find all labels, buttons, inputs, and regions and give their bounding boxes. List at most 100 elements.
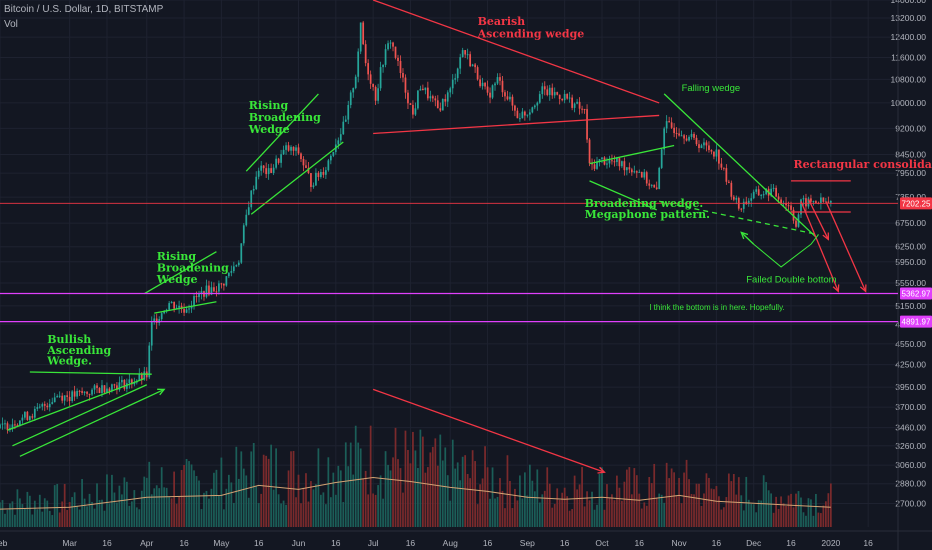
candle-body bbox=[208, 285, 210, 295]
volume-bar bbox=[140, 490, 143, 527]
candle-body bbox=[235, 265, 238, 267]
volume-bar bbox=[802, 512, 805, 527]
volume-bar bbox=[827, 493, 830, 527]
candle-body bbox=[282, 149, 285, 155]
candle-body bbox=[633, 171, 636, 173]
volume-bar bbox=[653, 463, 656, 527]
candle-body bbox=[727, 181, 730, 183]
x-tick-label: 16 bbox=[331, 538, 341, 548]
candle-body bbox=[290, 146, 292, 151]
volume-bar bbox=[444, 447, 447, 527]
candle-body bbox=[16, 424, 19, 426]
y-tick-label: 12400.00 bbox=[891, 32, 927, 42]
price-label: 7202.25 bbox=[902, 199, 931, 208]
candle-body bbox=[86, 391, 88, 394]
candle-body bbox=[205, 285, 208, 297]
volume-bar bbox=[242, 468, 245, 527]
volume-bar bbox=[812, 515, 815, 527]
volume-bar bbox=[414, 450, 417, 527]
volume-bar bbox=[516, 500, 519, 527]
volume-bar bbox=[635, 475, 638, 527]
candle-body bbox=[812, 201, 815, 203]
volume-bar bbox=[260, 493, 263, 527]
candle-body bbox=[578, 101, 581, 109]
candle-body bbox=[546, 89, 549, 95]
candle-body bbox=[327, 160, 330, 171]
volume-bar bbox=[800, 497, 802, 527]
volume-bar bbox=[543, 490, 546, 527]
volume-bar bbox=[563, 487, 566, 527]
x-tick-label: 16 bbox=[560, 538, 570, 548]
volume-bar bbox=[621, 500, 623, 527]
volume-bar bbox=[235, 446, 238, 527]
volume-bar bbox=[123, 477, 126, 527]
candle-body bbox=[372, 83, 375, 87]
volume-bar bbox=[419, 429, 422, 527]
volume-bar bbox=[541, 494, 544, 527]
candle-body bbox=[695, 137, 698, 145]
candle-body bbox=[566, 94, 569, 99]
candle-body bbox=[170, 301, 173, 304]
candle-body bbox=[1, 423, 4, 425]
candle-body bbox=[424, 87, 427, 91]
volume-bar bbox=[250, 451, 253, 527]
x-tick-label: 16 bbox=[786, 538, 796, 548]
chart-annotation: I think the bottom is in here. Hopefully… bbox=[649, 303, 784, 312]
symbol-title: Bitcoin / U.S. Dollar, 1D, BITSTAMP bbox=[4, 4, 164, 15]
candle-body bbox=[14, 424, 16, 426]
volume-bar bbox=[158, 488, 161, 527]
candle-body bbox=[302, 159, 305, 166]
volume-bar bbox=[332, 472, 335, 527]
volume-bar bbox=[747, 499, 750, 527]
candle-body bbox=[53, 397, 56, 403]
volume-bar bbox=[820, 513, 822, 527]
volume-bar bbox=[170, 498, 173, 527]
x-tick-label: 16 bbox=[179, 538, 189, 548]
candle-body bbox=[250, 190, 253, 208]
candle-body bbox=[143, 371, 146, 380]
volume-bar bbox=[407, 450, 409, 527]
candle-body bbox=[113, 384, 116, 386]
candle-body bbox=[688, 136, 690, 141]
candle-body bbox=[125, 383, 128, 389]
volume-bar bbox=[168, 496, 171, 527]
candle-body bbox=[770, 188, 773, 196]
candle-body bbox=[173, 301, 175, 309]
candle-body bbox=[312, 185, 315, 187]
x-tick-label: May bbox=[213, 538, 230, 548]
volume-bar bbox=[417, 468, 419, 527]
volume-bar bbox=[208, 498, 210, 527]
candle-body bbox=[78, 390, 81, 392]
candle-body bbox=[747, 200, 750, 205]
candle-body bbox=[740, 208, 743, 210]
volume-bar bbox=[499, 478, 501, 527]
volume-bar bbox=[630, 494, 633, 527]
candle-body bbox=[456, 68, 459, 79]
volume-bar bbox=[735, 494, 738, 527]
volume-bar bbox=[121, 494, 123, 527]
volume-bar bbox=[531, 480, 534, 527]
x-tick-label: Jun bbox=[292, 538, 306, 548]
candle-body bbox=[790, 205, 792, 210]
volume-bar bbox=[265, 455, 268, 527]
volume-bar bbox=[625, 469, 628, 527]
volume-bar bbox=[96, 483, 98, 527]
volume-bar bbox=[404, 430, 407, 527]
trendline bbox=[372, 0, 660, 104]
volume-bar bbox=[787, 495, 790, 527]
candle-body bbox=[292, 146, 295, 151]
volume-bar bbox=[795, 493, 797, 527]
y-tick-label: 3700.00 bbox=[895, 402, 926, 412]
candle-body bbox=[616, 158, 618, 162]
volume-bar bbox=[369, 425, 372, 527]
volume-bar bbox=[723, 507, 725, 527]
candle-body bbox=[419, 88, 422, 91]
volume-bar bbox=[548, 483, 551, 527]
candle-body bbox=[354, 76, 357, 89]
volume-bar bbox=[581, 467, 583, 527]
volume-bar bbox=[484, 446, 486, 527]
candle-body bbox=[349, 92, 352, 106]
candle-body bbox=[88, 393, 91, 395]
red-arrow-head bbox=[859, 284, 867, 293]
